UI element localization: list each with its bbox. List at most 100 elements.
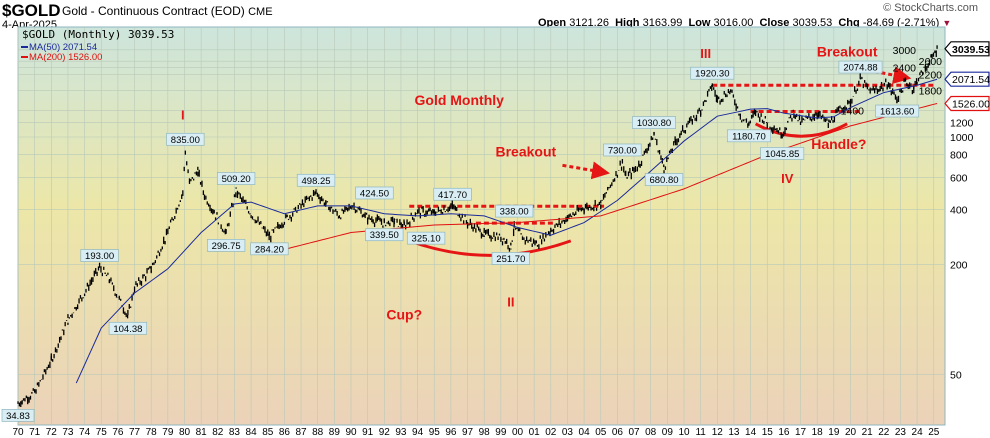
x-tick-label: 92: [379, 427, 391, 438]
source-credit[interactable]: © StockCharts.com: [883, 2, 978, 14]
annotation-text: I: [181, 107, 185, 122]
x-tick-label: 99: [495, 427, 507, 438]
x-tick-label: 75: [96, 427, 108, 438]
legend-price: $GOLD (Monthly) 3039.53: [22, 28, 174, 41]
x-tick-label: 01: [529, 427, 541, 438]
x-tick-label: 03: [562, 427, 574, 438]
low-value: 3016.00: [713, 17, 754, 29]
price-label-text: 296.75: [212, 241, 241, 252]
price-label-text: 424.50: [360, 188, 389, 199]
x-tick-label: 93: [395, 427, 407, 438]
price-label-text: 104.38: [113, 324, 142, 335]
chg-value: -84.69 (-2.71%): [862, 17, 940, 29]
price-label-text: 284.20: [255, 244, 284, 255]
legend-ma50: MA(50) 2071.54: [29, 42, 97, 53]
y-tick-label: 600: [950, 173, 968, 185]
x-tick-label: 83: [229, 427, 241, 438]
price-label: 680.80: [644, 173, 684, 186]
y-tick-label: 2200: [919, 69, 943, 81]
x-tick-label: 90: [345, 427, 357, 438]
x-tick-label: 04: [579, 427, 591, 438]
price-label: 1920.30: [690, 66, 735, 80]
axis-value-tag: [944, 41, 990, 57]
y-tick-label: 400: [950, 205, 968, 217]
x-tick-label: 11: [695, 427, 706, 438]
y-tick-label: 1000: [950, 132, 974, 144]
x-tick-label: 77: [129, 427, 141, 438]
price-label-box: [603, 143, 642, 157]
price-label-text: 338.00: [500, 207, 529, 218]
y-tick-label: 200: [950, 260, 968, 272]
price-label-box: [875, 104, 920, 118]
x-tick-label: 97: [462, 427, 474, 438]
x-tick-label: 78: [146, 427, 158, 438]
annotation-text: IV: [781, 171, 794, 186]
price-label-box: [206, 239, 246, 252]
x-tick-label: 96: [445, 427, 457, 438]
price-label: 284.20: [250, 242, 289, 255]
x-tick-label: 13: [728, 427, 740, 438]
price-label: 338.00: [495, 204, 534, 218]
axis-value-tag-text: 2071.54: [952, 74, 990, 86]
x-tick-label: 22: [878, 427, 890, 438]
price-label: 339.50: [365, 228, 404, 242]
pattern-arc: [754, 122, 848, 138]
symbol: $GOLD: [2, 1, 61, 20]
low-label: Low: [688, 17, 711, 29]
x-tick-label: 17: [795, 427, 807, 438]
price-label-text: 1180.70: [732, 131, 766, 142]
price-label: 730.00: [603, 143, 642, 157]
price-label: 417.70: [433, 187, 472, 201]
x-tick-label: 73: [62, 427, 74, 438]
annotation-text: II: [507, 295, 514, 310]
price-label: 2074.88: [838, 60, 883, 74]
down-triangle-icon: ▼: [942, 18, 952, 28]
price-label-box: [491, 252, 530, 265]
x-tick-label: 71: [29, 427, 41, 438]
x-tick-label: 00: [512, 427, 524, 438]
price-label-box: [838, 60, 883, 74]
price-label-box: [1, 409, 35, 422]
axis-value-tag-text: 3039.53: [952, 44, 990, 56]
x-tick-label: 81: [196, 427, 208, 438]
price-label: 509.20: [216, 172, 256, 185]
price-label-text: 325.10: [412, 234, 441, 245]
price-label-text: 1030.80: [637, 118, 671, 129]
price-label-text: 417.70: [438, 190, 467, 201]
price-label: 424.50: [355, 186, 394, 199]
x-tick-label: 95: [429, 427, 441, 438]
plot-area: [17, 26, 946, 426]
price-label-box: [296, 173, 336, 187]
x-tick-label: 19: [828, 427, 840, 438]
price-label-box: [365, 228, 404, 242]
x-tick-label: 84: [246, 427, 258, 438]
x-tick-label: 82: [212, 427, 224, 438]
price-label-box: [166, 132, 205, 146]
price-label-text: 251.70: [496, 254, 525, 265]
y-tick-label: 1400: [841, 105, 865, 117]
close-label: Close: [759, 17, 790, 29]
x-tick-label: 88: [312, 427, 324, 438]
price-label-box: [80, 249, 119, 262]
x-tick-label: 80: [179, 427, 191, 438]
price-label-text: 1920.30: [695, 69, 729, 80]
price-label-box: [632, 116, 676, 129]
price-label-text: 2074.88: [843, 63, 877, 74]
price-label-text: 339.50: [370, 230, 399, 241]
x-tick-label: 08: [645, 427, 657, 438]
price-label-text: 34.83: [6, 411, 30, 422]
y-tick-label: 1800: [919, 85, 943, 97]
annotation-text: Handle?: [811, 136, 866, 152]
price-label: 498.25: [296, 173, 336, 187]
price-label-box: [690, 66, 735, 80]
annotation-text: Gold Monthly: [415, 92, 505, 108]
x-tick-label: 25: [928, 427, 940, 438]
x-tick-label: 23: [895, 427, 907, 438]
price-label: 1045.85: [760, 147, 805, 160]
open-value: 3121.26: [569, 17, 609, 29]
y-tick-label: 50: [950, 370, 962, 382]
price-label-box: [760, 147, 805, 160]
description-text: Gold - Continuous Contract (EOD): [62, 4, 245, 18]
